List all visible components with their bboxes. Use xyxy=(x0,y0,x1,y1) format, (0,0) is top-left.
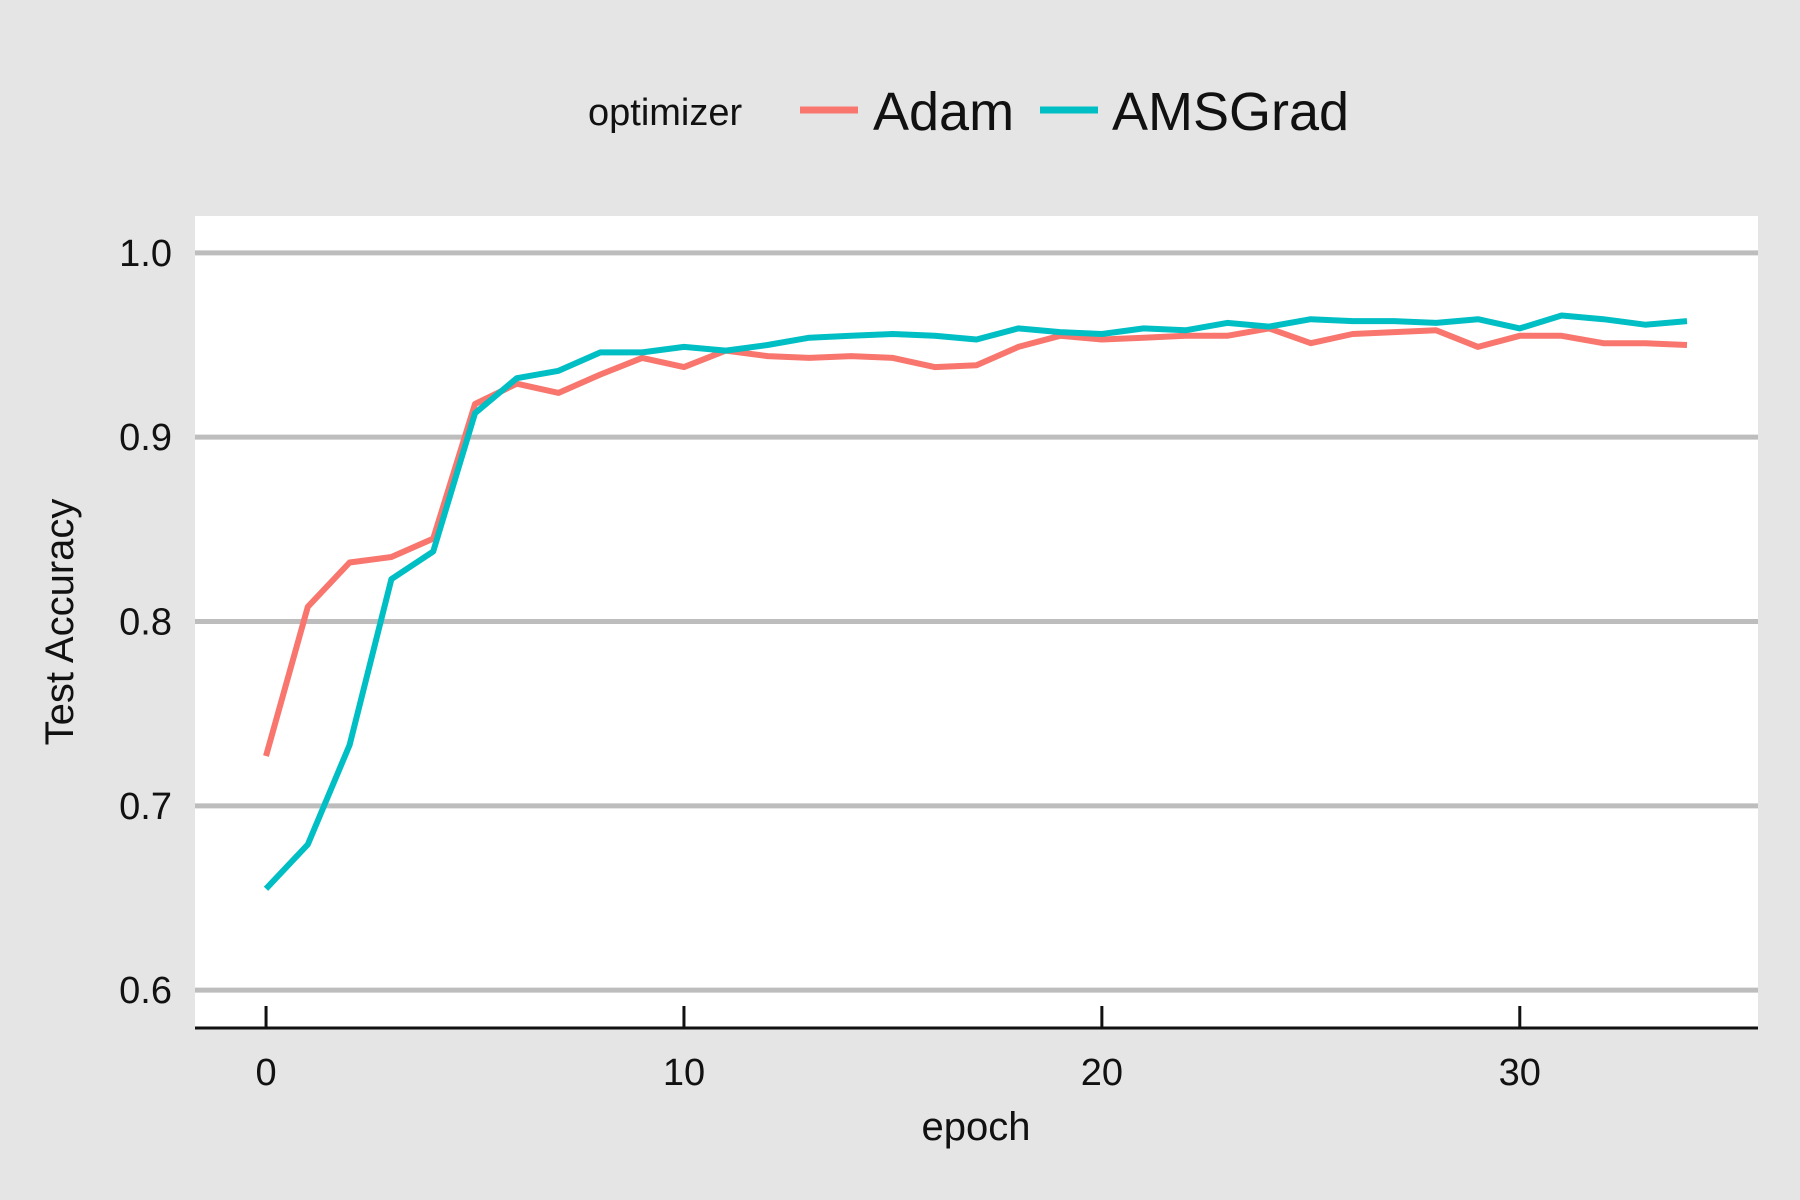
y-axis-title: Test Accuracy xyxy=(38,499,82,746)
x-tick-label: 0 xyxy=(255,1052,276,1094)
y-axis-ticks: 0.6 0.7 0.8 0.9 1.0 xyxy=(119,233,172,1012)
y-tick-label: 0.7 xyxy=(119,786,172,828)
x-tick-label: 10 xyxy=(663,1052,705,1094)
grid-lines xyxy=(195,250,1758,993)
series-line-amsgrad xyxy=(263,312,1688,891)
x-axis-title: epoch xyxy=(922,1105,1031,1149)
y-tick-label: 0.9 xyxy=(119,417,172,459)
x-tick-label: 20 xyxy=(1081,1052,1123,1094)
legend-label-adam: Adam xyxy=(873,82,1014,142)
series-lines xyxy=(263,312,1688,891)
y-tick-label: 0.8 xyxy=(119,602,172,644)
legend: optimizer Adam AMSGrad xyxy=(588,82,1349,142)
x-axis-ticks: 0 10 20 30 xyxy=(255,1006,1541,1094)
y-tick-label: 1.0 xyxy=(119,233,172,275)
y-tick-label: 0.6 xyxy=(119,970,172,1012)
legend-label-amsgrad: AMSGrad xyxy=(1112,82,1349,142)
legend-title: optimizer xyxy=(588,92,742,134)
x-tick-label: 30 xyxy=(1499,1052,1541,1094)
